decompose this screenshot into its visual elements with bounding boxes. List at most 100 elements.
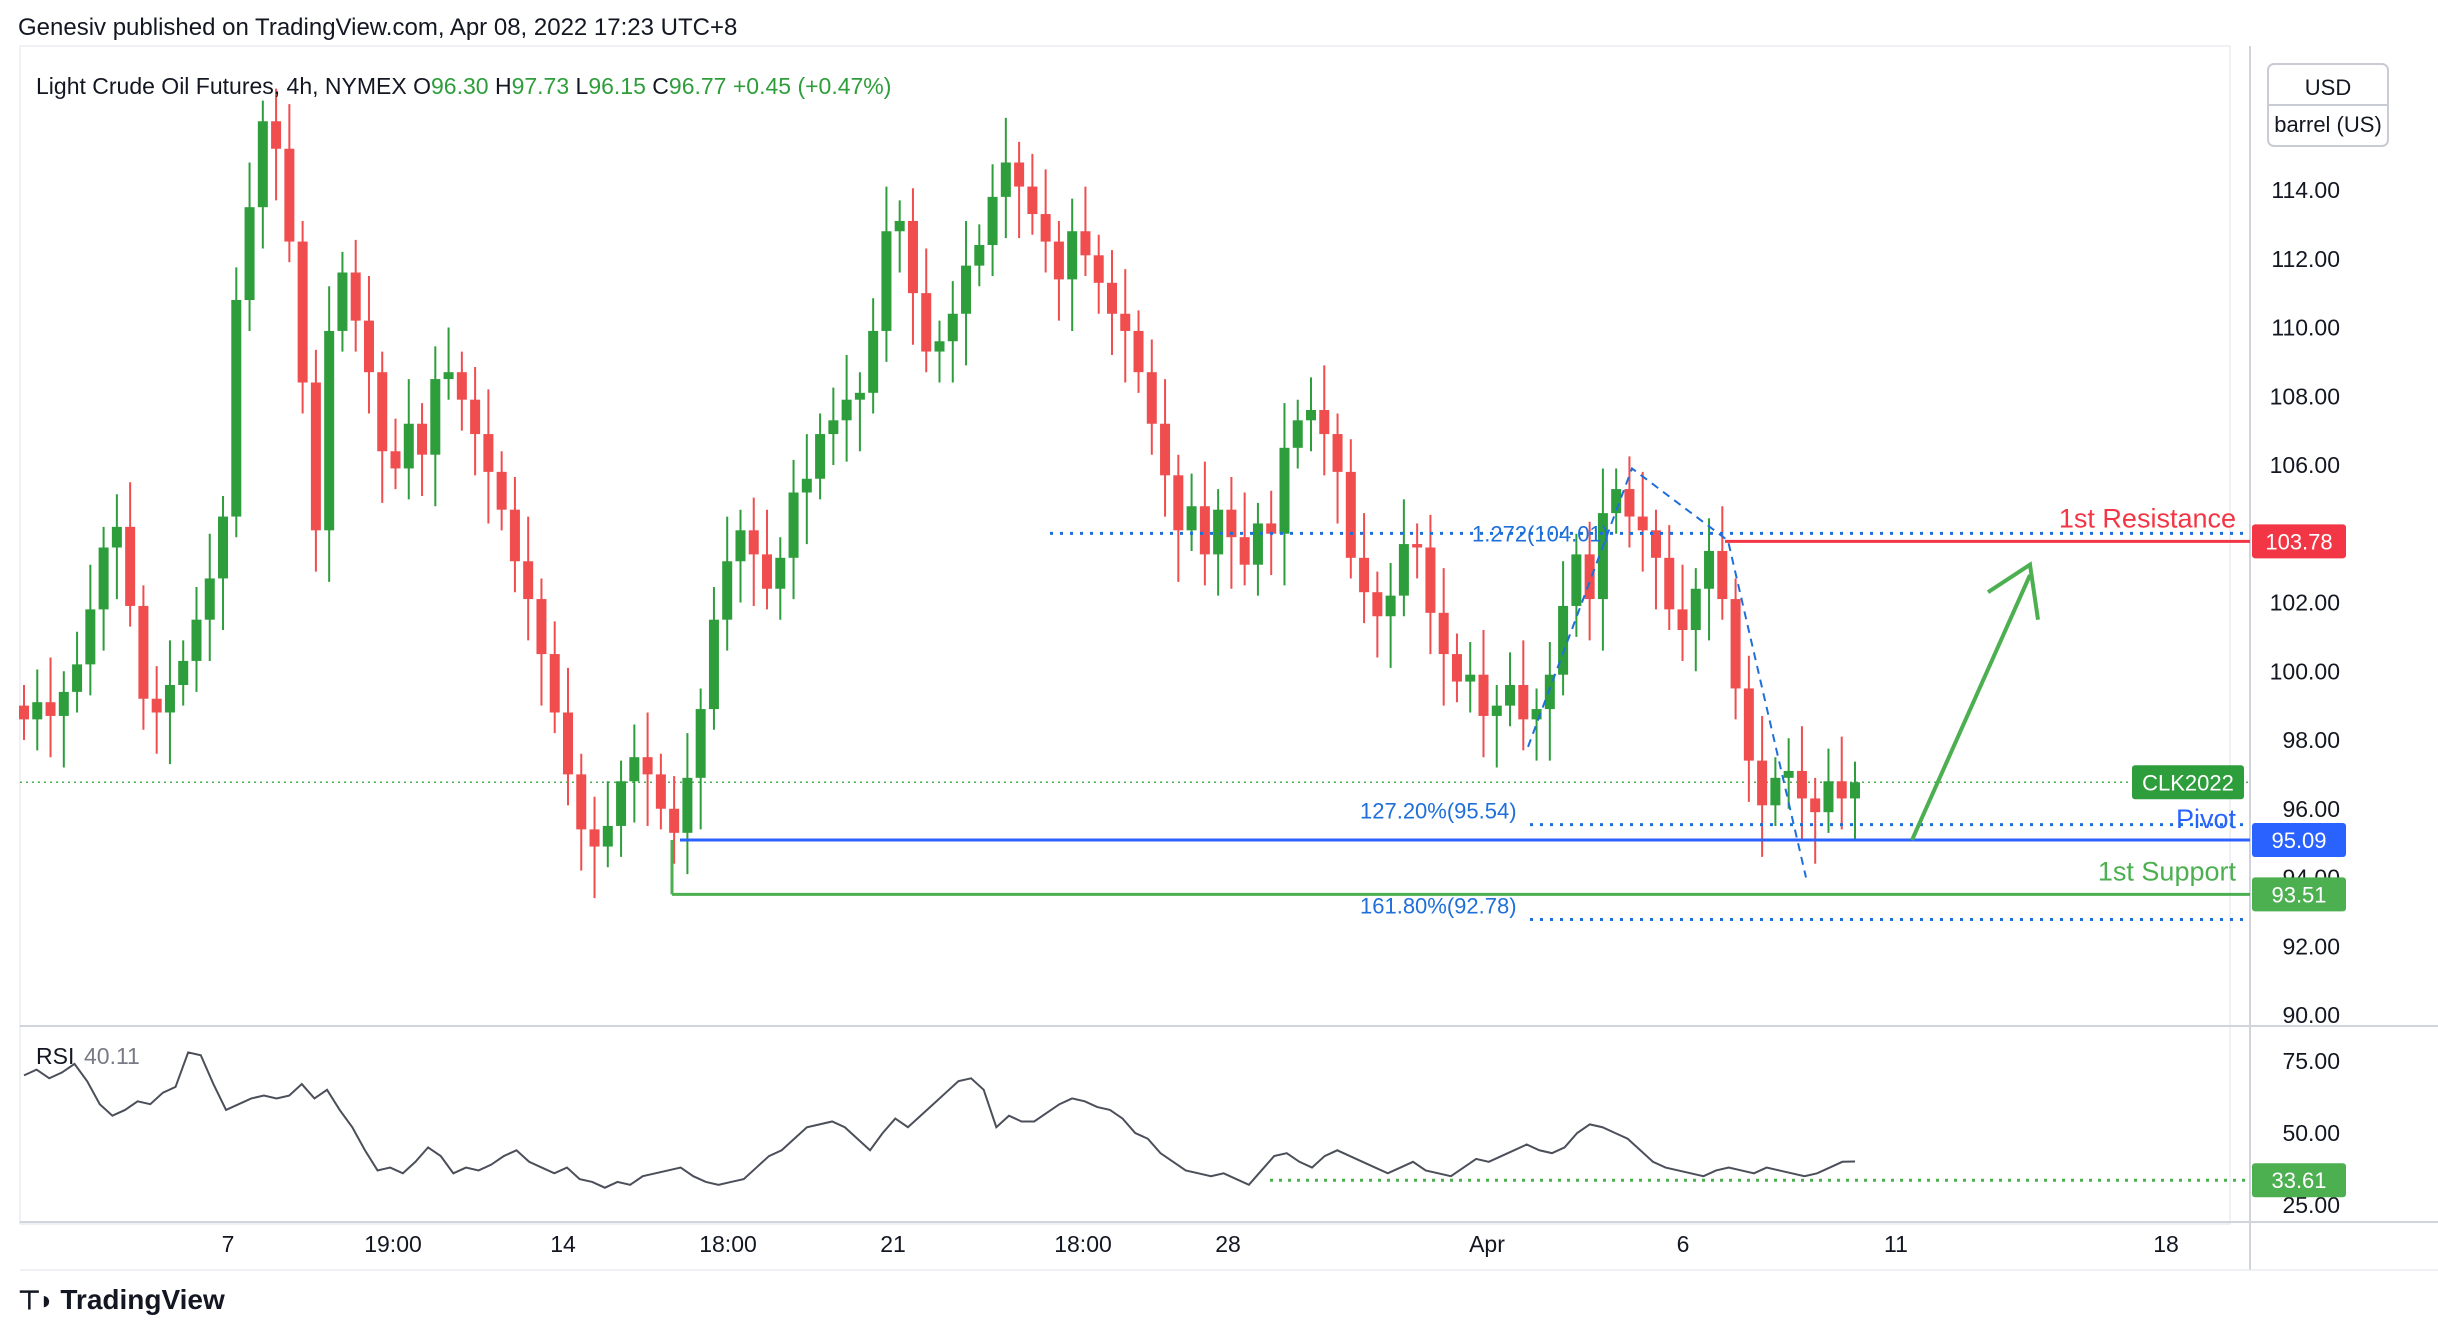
- candle-body: [1359, 557, 1370, 593]
- candle-body: [1491, 705, 1502, 716]
- time-tick-label: 7: [222, 1231, 235, 1257]
- candle-body: [642, 757, 653, 775]
- fib-label: 1.272(104.01): [1472, 521, 1609, 546]
- candle-body: [1690, 588, 1701, 630]
- time-tick-label: 18:00: [1054, 1231, 1112, 1257]
- price-tick-label: 90.00: [2282, 1002, 2340, 1028]
- price-tick-label: 102.00: [2270, 590, 2340, 616]
- candle-body: [1226, 509, 1237, 538]
- candle-body: [1398, 544, 1409, 596]
- time-tick-label: 18: [2153, 1231, 2179, 1257]
- candle-body: [934, 341, 945, 352]
- price-tick-label: 110.00: [2271, 315, 2340, 341]
- candle-body: [1478, 674, 1489, 716]
- candle-body: [496, 471, 507, 510]
- rsi-tick-label: 75.00: [2282, 1048, 2340, 1074]
- candle-body: [722, 561, 733, 620]
- candle-body: [204, 578, 215, 620]
- brand-footer: ⊤◗ TradingView: [18, 1284, 225, 1316]
- candle-body: [987, 196, 998, 245]
- candle-body: [801, 478, 812, 493]
- candle-body: [1650, 530, 1661, 558]
- candle-body: [1372, 592, 1383, 617]
- tradingview-logo-icon: ⊤◗: [18, 1285, 54, 1315]
- time-tick-label: 11: [1884, 1231, 1908, 1257]
- candle-body: [1717, 550, 1728, 600]
- candle-body: [762, 554, 773, 589]
- candle-body: [164, 685, 175, 713]
- target-arrow-head: [1986, 561, 2040, 620]
- candle-body: [1279, 447, 1290, 534]
- candle-body: [602, 825, 613, 847]
- candle-body: [1757, 760, 1768, 806]
- candle-body: [815, 434, 826, 479]
- candle-body: [244, 207, 255, 300]
- candle-body: [151, 698, 162, 713]
- candle-body: [324, 330, 335, 531]
- candle-body: [1199, 506, 1210, 555]
- candle-body: [655, 774, 666, 809]
- candle-body: [562, 712, 573, 775]
- price-tick-label: 92.00: [2282, 933, 2340, 959]
- time-tick-label: 6: [1677, 1231, 1690, 1257]
- candle-body: [1796, 770, 1807, 799]
- candle-body: [72, 664, 83, 692]
- candle-body: [1425, 547, 1436, 613]
- level-price-tag: [2252, 877, 2346, 912]
- candle-body: [1053, 241, 1064, 280]
- time-tick-label: 18:00: [699, 1231, 757, 1257]
- symbol-tag: [2132, 765, 2244, 800]
- candle-body: [1173, 475, 1184, 531]
- candle-body: [1252, 523, 1263, 565]
- candle-body: [111, 526, 122, 548]
- price-tick-label: 112.00: [2271, 246, 2340, 272]
- symbol-info-part: L: [576, 73, 589, 99]
- candle-body: [1505, 685, 1516, 706]
- candle-body: [1850, 782, 1860, 799]
- level-price-tag: [2252, 823, 2346, 858]
- candle-body: [470, 399, 481, 435]
- candle-body: [1571, 554, 1582, 606]
- candle-body: [1412, 544, 1423, 548]
- candle-body: [682, 777, 693, 833]
- time-tick-label: 28: [1215, 1231, 1241, 1257]
- candle-body: [788, 492, 799, 558]
- target-arrow: [1910, 574, 2032, 841]
- rsi-line: [23, 1051, 1856, 1189]
- support-label: 1st Support: [2098, 856, 2237, 886]
- candle-body: [616, 781, 627, 826]
- candle-body: [363, 320, 374, 373]
- candle-body: [1677, 609, 1688, 630]
- candle-body: [907, 220, 918, 294]
- symbol-tag-label: CLK2022: [2142, 770, 2234, 795]
- candle-body: [390, 451, 401, 469]
- candle-body: [138, 605, 149, 699]
- candle-body: [828, 420, 839, 435]
- candle-body: [748, 530, 759, 555]
- candle-body: [297, 241, 308, 383]
- candle-body: [456, 372, 467, 400]
- candle-body: [1345, 471, 1356, 558]
- rsi-marker-tag: [2252, 1163, 2346, 1198]
- candle-body: [854, 392, 865, 400]
- symbol-info-part: 97.73: [512, 73, 576, 99]
- candle-body: [191, 619, 202, 661]
- candle-body: [45, 702, 56, 716]
- candle-body: [523, 561, 534, 600]
- candle-body: [1014, 162, 1025, 187]
- price-tick-label: 108.00: [2270, 383, 2340, 409]
- candle-body: [1186, 506, 1197, 531]
- currency-label: USD: [2305, 75, 2351, 100]
- candle-body: [1664, 557, 1675, 610]
- candle-body: [1040, 214, 1051, 242]
- candle-body: [1823, 781, 1834, 813]
- candle-body: [1783, 770, 1794, 778]
- symbol-info-part: 96.15: [588, 73, 652, 99]
- candle-body: [19, 705, 29, 720]
- candle-body: [1544, 674, 1555, 710]
- candle-body: [1531, 709, 1542, 720]
- candle-body: [669, 808, 680, 833]
- candle-body: [1611, 489, 1622, 514]
- candle-body: [443, 372, 454, 380]
